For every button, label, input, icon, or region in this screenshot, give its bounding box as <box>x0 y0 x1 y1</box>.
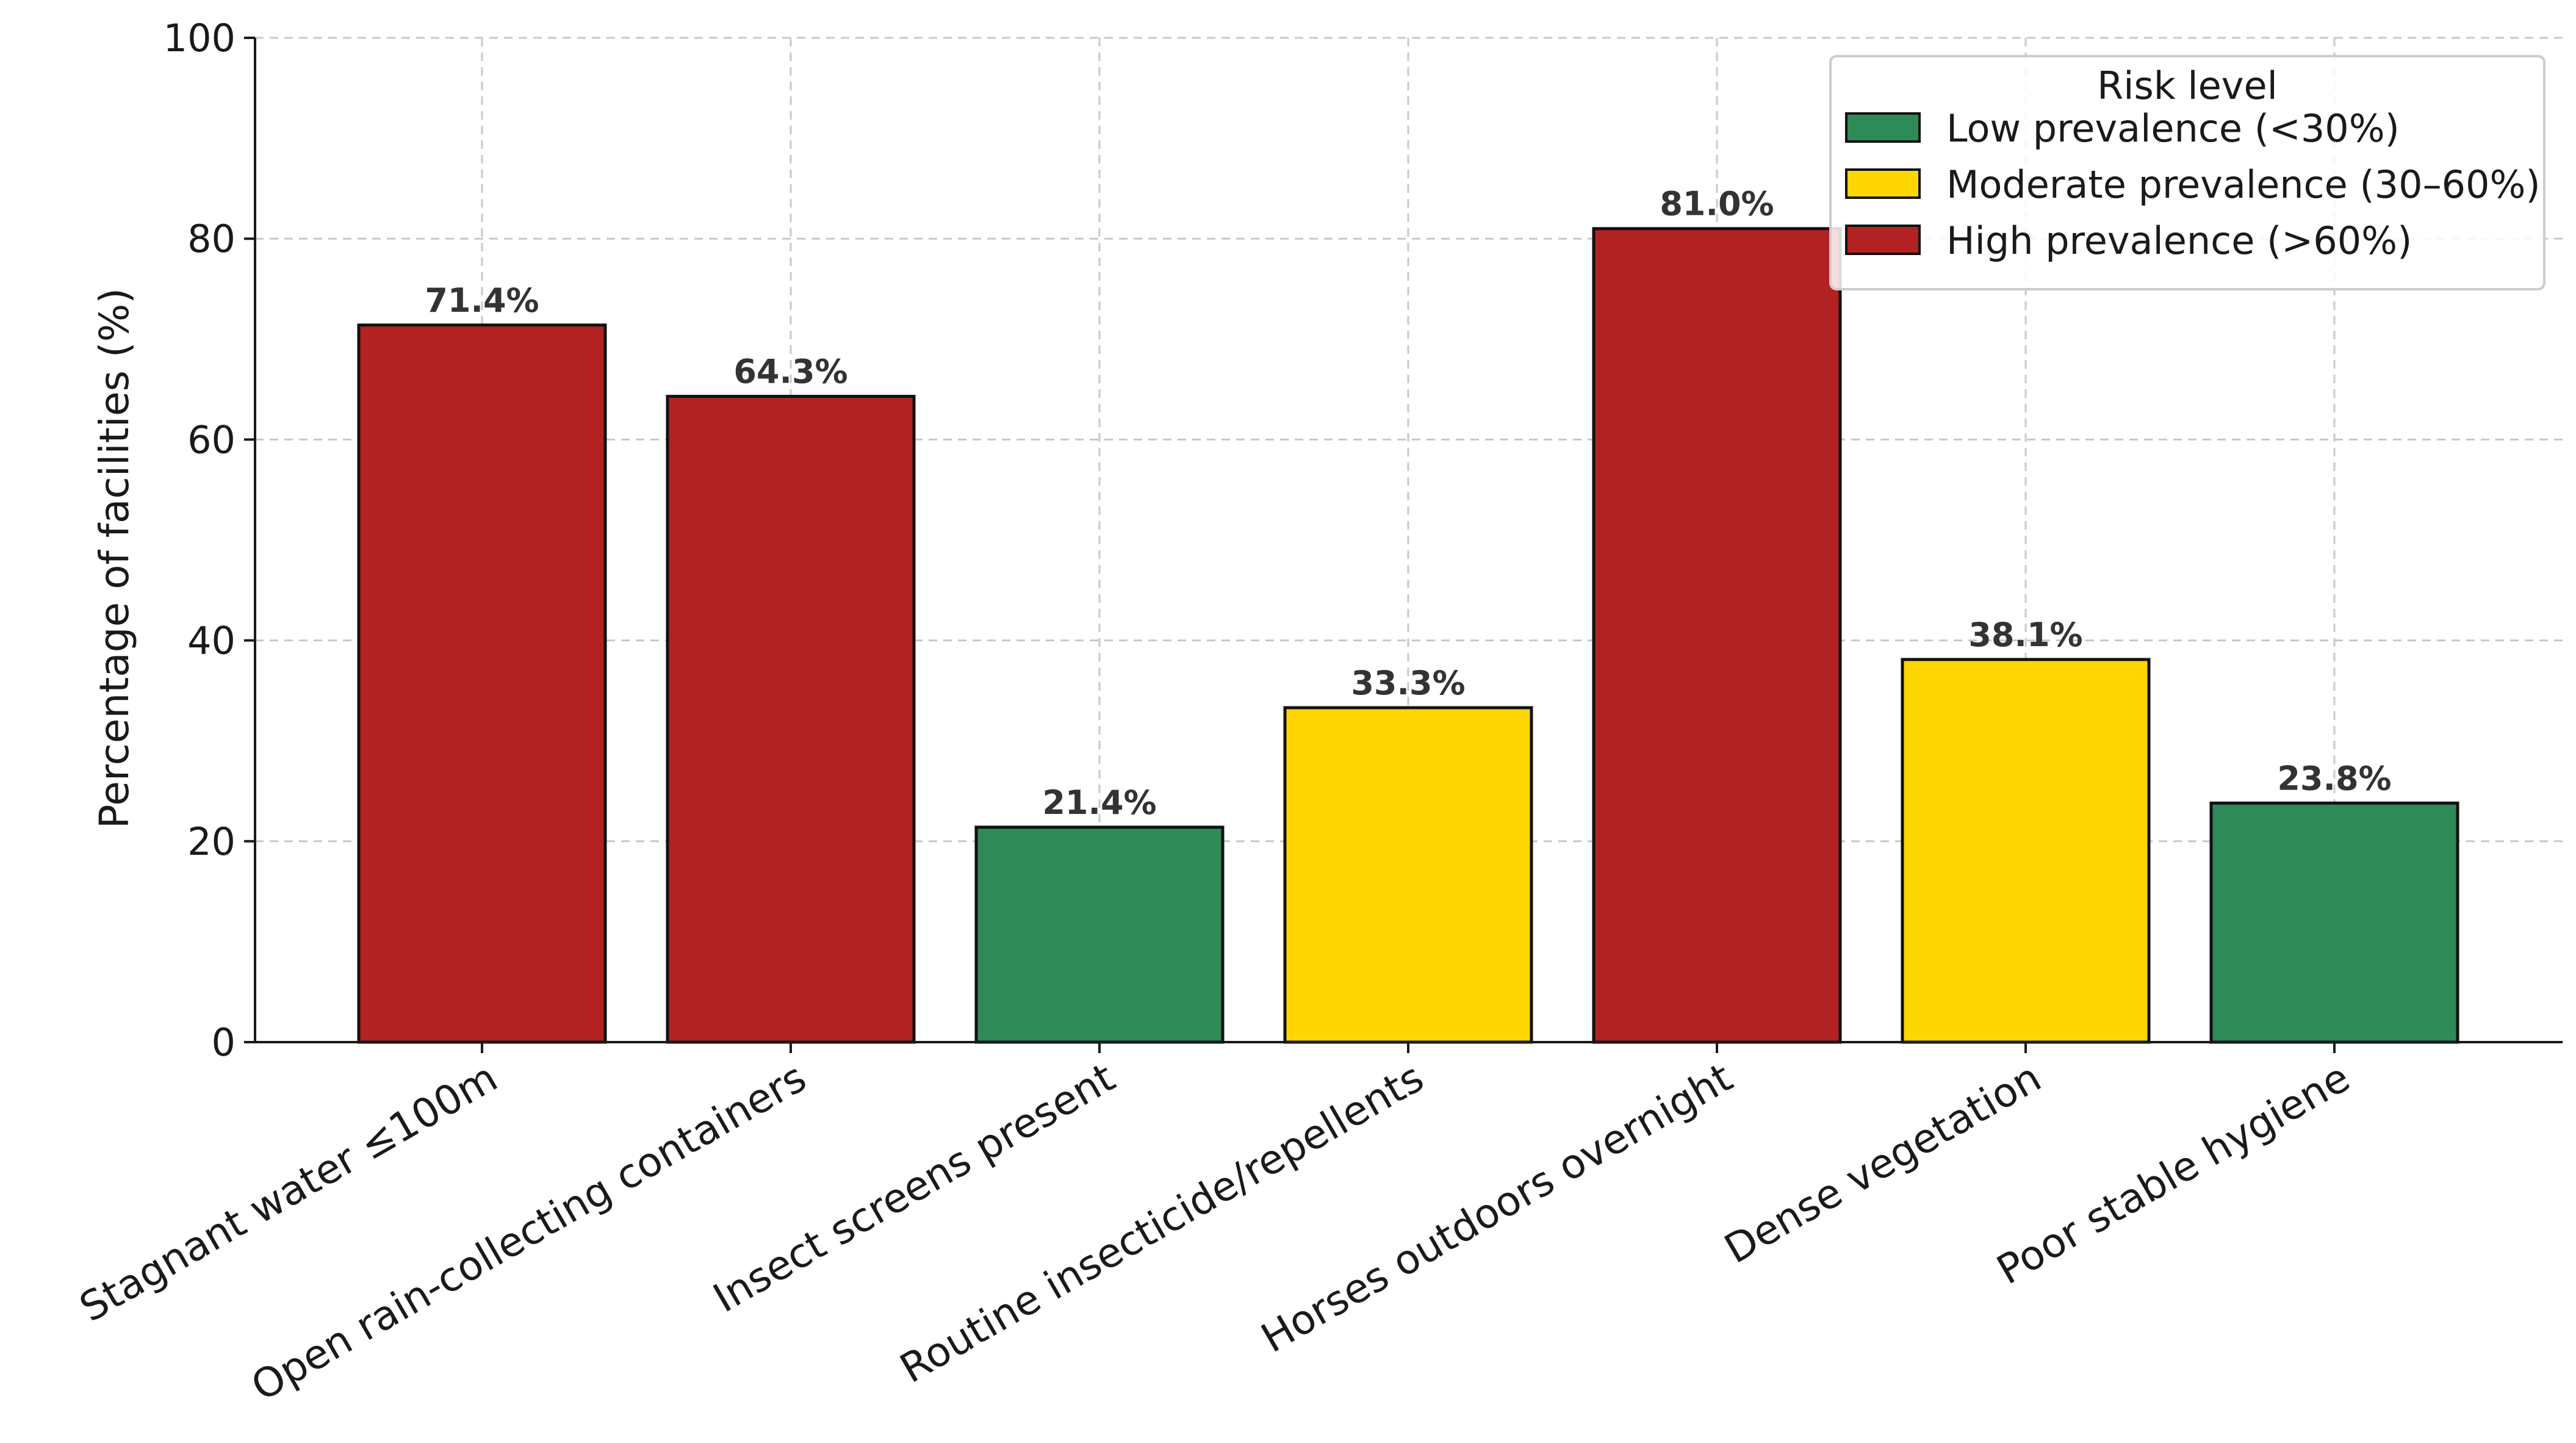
y-tick-label: 20 <box>187 819 236 864</box>
legend-swatch <box>1845 225 1921 255</box>
y-tick-label: 100 <box>164 16 236 60</box>
legend-title: Risk level <box>2097 63 2278 108</box>
x-tick-label: Horses outdoors overnight <box>1253 1054 1740 1362</box>
x-tick-label: Routine insecticide/repellents <box>892 1054 1431 1392</box>
y-tick-label: 60 <box>187 417 236 462</box>
legend-swatch <box>1845 112 1921 143</box>
legend-frame <box>1829 55 2545 290</box>
bar <box>974 826 1225 1044</box>
y-tick-label: 80 <box>187 217 236 261</box>
bar-value-label: 81.0% <box>1660 185 1774 223</box>
legend-label: High prevalence (>60%) <box>1946 218 2412 263</box>
bar-value-label: 33.3% <box>1351 664 1465 702</box>
legend-label: Moderate prevalence (30–60%) <box>1946 162 2541 207</box>
bar <box>1901 658 2151 1044</box>
legend: Risk level Low prevalence (<30%) Moderate… <box>1829 55 2545 290</box>
bar <box>1283 706 1533 1044</box>
bars <box>357 227 2459 1044</box>
bar-value-label: 23.8% <box>2277 759 2391 797</box>
x-tick-label: Open rain-collecting containers <box>243 1054 814 1410</box>
bar <box>666 395 916 1044</box>
bar-value-label: 64.3% <box>733 353 847 391</box>
bar-value-label: 38.1% <box>1968 616 2082 654</box>
legend-entries: Low prevalence (<30%) Moderate prevalence… <box>1845 106 2541 263</box>
y-tick-label: 40 <box>187 619 236 663</box>
x-tick-label: Dense vegetation <box>1717 1054 2049 1273</box>
axes <box>244 37 2563 1053</box>
bar-value-label: 21.4% <box>1042 783 1156 822</box>
legend-swatch <box>1845 168 1921 199</box>
bar <box>2209 801 2459 1044</box>
legend-label: Low prevalence (<30%) <box>1946 106 2400 151</box>
y-axis-label: Percentage of facilities (%) <box>91 288 138 829</box>
bar <box>1592 227 1842 1044</box>
bar <box>357 323 607 1044</box>
y-tick-label: 0 <box>212 1020 236 1065</box>
bar-value-label: 71.4% <box>425 281 539 320</box>
